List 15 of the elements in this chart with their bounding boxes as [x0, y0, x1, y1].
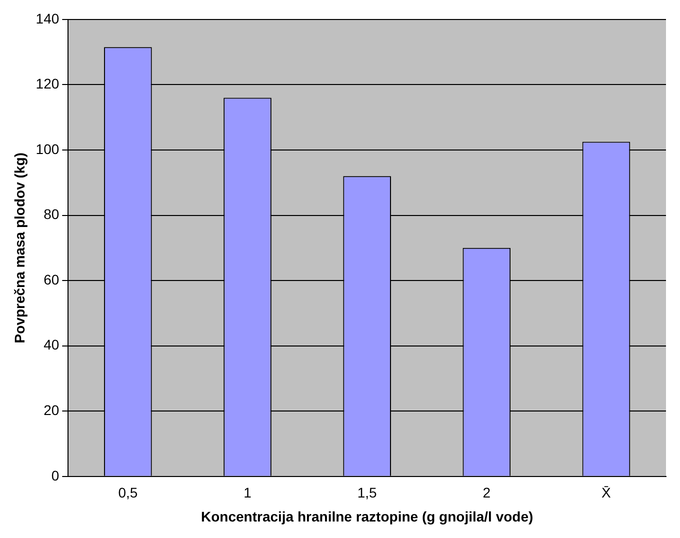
x-tick-label: 2: [482, 484, 491, 501]
y-tick-label: 120: [36, 76, 60, 92]
y-tick-label: 0: [51, 467, 60, 484]
y-tick-label: 20: [44, 402, 60, 418]
y-tick-label: 100: [36, 140, 60, 157]
y-axis-title: Povprečna masa plodov (kg): [11, 152, 28, 344]
x-tick-label: 0,5: [118, 484, 138, 501]
x-tick-label: X̄: [602, 484, 612, 501]
y-tick-label: 40: [44, 336, 60, 353]
x-tick-label: 1,5: [357, 484, 378, 501]
y-tick-label: 80: [44, 206, 60, 222]
y-tick-label: 60: [44, 271, 60, 288]
y-tick-label: 140: [36, 10, 60, 26]
x-tick-label: 1: [244, 484, 252, 501]
x-axis-title: Koncentracija hranilne raztopine (g gnojila/l vode): [200, 508, 534, 524]
